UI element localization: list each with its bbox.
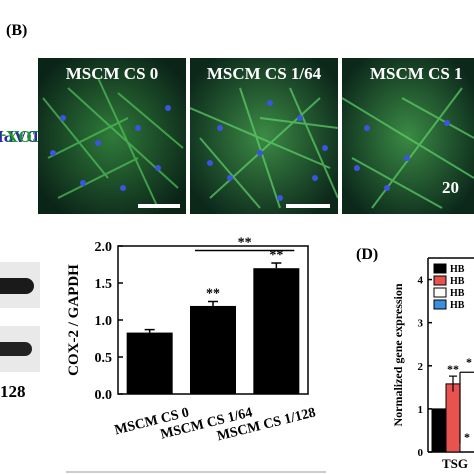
significance-mark: *	[464, 430, 470, 444]
y-tick-label: 1	[418, 404, 424, 416]
y-tick-label: 3	[418, 318, 424, 330]
significance-mark: **	[447, 362, 459, 376]
y-tick-label: 2	[418, 361, 424, 373]
stain-label: DAPI COX-2	[0, 58, 44, 214]
micrograph-cs0: MSCM CS 0	[38, 58, 186, 214]
legend-label: HB	[450, 288, 465, 299]
blot-band	[0, 342, 32, 356]
micrograph-image	[38, 58, 186, 214]
bar	[431, 408, 447, 453]
significance-mark: **	[206, 287, 220, 302]
bar	[445, 383, 461, 453]
bar	[253, 268, 300, 394]
legend-swatch	[433, 287, 447, 298]
panel-b-label: (B)	[6, 22, 28, 39]
micrograph-cs1-64: MSCM CS 1/64	[190, 58, 338, 214]
legend-swatch	[433, 275, 447, 286]
micrograph-image	[342, 58, 474, 214]
y-axis-title: COX-2 / GAPDH	[66, 264, 82, 376]
legend-label: HB	[450, 300, 465, 311]
legend-swatch	[433, 263, 447, 274]
micrograph-cs1-128: MSCM CS 1 20	[342, 58, 474, 214]
blot-cox2	[0, 262, 40, 308]
micrograph-image	[190, 58, 338, 214]
bar	[190, 305, 236, 394]
scale-bar	[286, 204, 330, 208]
scale-text: 20	[442, 178, 459, 197]
y-tick-label: 0.5	[95, 351, 113, 366]
blot-band	[0, 278, 34, 294]
y-tick-label: 4	[418, 275, 424, 287]
y-tick-label: 0.0	[95, 388, 113, 403]
y-tick-label: 1.5	[95, 277, 113, 292]
panel-d-label: (D)	[356, 246, 379, 263]
legend-label: HB	[450, 276, 465, 287]
blot-lane-label: 128	[0, 382, 26, 401]
y-tick-label: 1.0	[95, 314, 113, 329]
legend-swatch	[433, 299, 447, 310]
y-tick-label: 2.0	[95, 240, 113, 255]
micrograph-label: MSCM CS 1/64	[206, 64, 322, 83]
y-tick-label: 0	[418, 447, 424, 459]
legend-label: HB	[450, 264, 465, 275]
blot-gapdh	[0, 326, 40, 372]
y-axis-title: Normalized gene expression	[391, 283, 405, 426]
micrograph-label: MSCM CS 1	[370, 64, 463, 83]
scale-bar	[138, 204, 180, 208]
x-tick-label: TSG	[442, 456, 468, 471]
bracket-label: **	[238, 236, 252, 250]
significance-mark: *	[466, 355, 472, 369]
micrograph-label: MSCM CS 0	[65, 64, 159, 83]
bar	[126, 332, 173, 394]
significance-mark: **	[269, 248, 283, 263]
